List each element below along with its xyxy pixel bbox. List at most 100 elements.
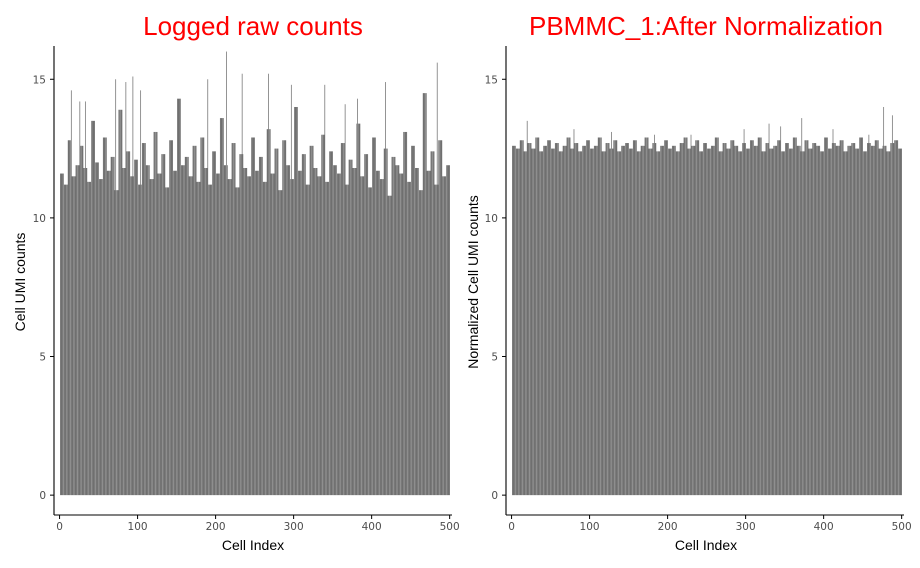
bar — [548, 140, 550, 496]
bar — [173, 170, 175, 496]
bar — [713, 145, 714, 496]
bar — [423, 93, 425, 496]
bar — [700, 151, 702, 496]
bar — [631, 148, 633, 496]
bar — [219, 118, 221, 496]
bar — [527, 143, 529, 496]
bar — [778, 140, 779, 496]
bar — [754, 145, 756, 496]
bar — [693, 145, 695, 496]
bar — [856, 148, 857, 496]
bar — [822, 151, 824, 496]
bar — [591, 148, 593, 496]
bar — [727, 148, 728, 496]
bar — [81, 145, 83, 496]
bar — [688, 148, 689, 496]
bar — [854, 143, 856, 496]
bar — [232, 143, 234, 496]
bar — [744, 143, 746, 496]
bar — [646, 137, 648, 496]
bar — [247, 176, 248, 496]
bar — [528, 143, 530, 496]
bar — [555, 143, 557, 496]
bar — [258, 170, 259, 496]
bar — [675, 145, 676, 496]
bar — [726, 148, 728, 496]
bar — [647, 137, 649, 496]
bar — [344, 143, 345, 496]
bar — [118, 109, 120, 496]
bar — [682, 143, 684, 496]
bar — [516, 148, 518, 496]
bar — [402, 173, 404, 496]
bar — [820, 151, 822, 496]
bar — [152, 179, 154, 496]
bar — [620, 151, 622, 496]
bar — [65, 184, 67, 496]
bar — [124, 167, 126, 496]
chart-title: PBMMC_1:After Normalization — [529, 11, 883, 41]
bar — [749, 148, 750, 496]
bar — [838, 145, 839, 496]
bar — [746, 148, 747, 496]
bar — [668, 148, 669, 496]
bar — [525, 151, 526, 496]
bar — [352, 167, 354, 496]
bar — [259, 156, 261, 496]
bar — [579, 151, 581, 496]
bar — [100, 179, 102, 496]
bar — [172, 140, 174, 496]
bar — [777, 140, 778, 496]
bar — [397, 165, 399, 496]
bar — [758, 137, 760, 496]
bar — [716, 137, 718, 496]
bar — [299, 170, 301, 496]
bar — [707, 148, 708, 496]
bar — [173, 170, 174, 496]
panel-after-normalization: PBMMC_1:After Normalization 0 5 10 15 0 100 2… — [465, 11, 912, 553]
bar — [418, 190, 420, 496]
bar — [297, 106, 298, 496]
bar — [880, 148, 881, 496]
bar — [533, 148, 534, 496]
bar — [198, 181, 199, 496]
bar — [776, 145, 778, 496]
bar — [800, 151, 802, 496]
bar — [347, 184, 348, 496]
bar — [351, 159, 352, 496]
bar — [381, 179, 383, 496]
bar — [628, 143, 629, 496]
bar — [82, 145, 84, 496]
bar — [625, 143, 626, 496]
bar — [698, 140, 700, 496]
bar — [845, 151, 847, 496]
bar — [815, 143, 817, 496]
bar — [562, 145, 564, 496]
bar — [241, 154, 242, 496]
bar — [441, 140, 443, 496]
bar — [366, 154, 368, 496]
bar — [624, 145, 626, 496]
bar — [625, 143, 627, 496]
bar — [637, 151, 639, 496]
bar — [139, 184, 141, 496]
bar — [309, 145, 311, 496]
bar — [85, 167, 87, 496]
bar — [793, 137, 795, 496]
bar — [242, 154, 244, 496]
bar — [681, 143, 682, 496]
bar — [695, 140, 697, 496]
bar — [305, 154, 306, 496]
bar — [638, 151, 640, 496]
bar — [384, 148, 386, 496]
bar — [338, 173, 340, 496]
bar — [369, 187, 371, 496]
bar — [804, 140, 806, 496]
bar — [359, 123, 361, 496]
bar — [61, 173, 63, 496]
bar — [732, 140, 733, 496]
bar — [180, 165, 182, 496]
bar — [246, 167, 248, 496]
bar — [858, 148, 860, 496]
bar — [549, 140, 551, 496]
